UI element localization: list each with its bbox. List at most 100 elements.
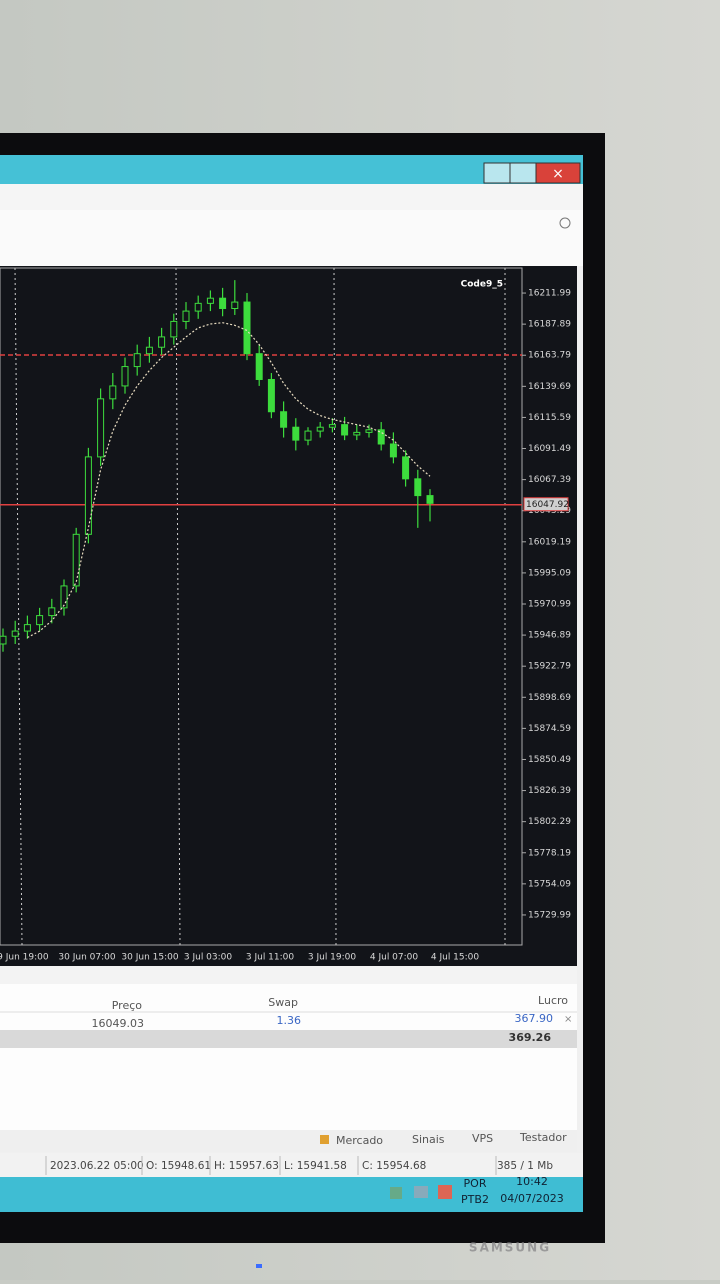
total-profit: 369.26 — [509, 1031, 552, 1044]
y-tick-label: 16163.79 — [528, 351, 571, 361]
maximize-button[interactable] — [509, 162, 537, 184]
y-tick-label: 16019.19 — [528, 537, 571, 547]
clock-date: 04/07/2023 — [500, 1192, 563, 1205]
y-tick-label: 15898.69 — [528, 693, 571, 703]
candle-body — [84, 456, 92, 535]
tab[interactable]: VPS — [472, 1132, 493, 1145]
y-tick-label: 15970.99 — [528, 599, 571, 609]
candle-body — [280, 411, 288, 428]
tab[interactable]: Testador — [519, 1131, 567, 1144]
candle-body — [133, 353, 141, 368]
minimize-button[interactable] — [483, 162, 511, 184]
status-field: O: 15948.61 — [146, 1160, 211, 1172]
candle-body — [426, 495, 434, 504]
candle-body — [341, 424, 349, 436]
profit-cell: 367.90 — [515, 1012, 554, 1025]
y-tick-label: 15922.79 — [528, 662, 571, 672]
y-tick-label: 16115.59 — [528, 413, 571, 423]
current-price: 16047.92 — [526, 500, 569, 510]
candle-body — [0, 635, 7, 645]
candle-body — [36, 615, 44, 626]
candle-body — [231, 301, 239, 310]
candle-body — [365, 429, 373, 433]
tab-bar — [0, 1130, 577, 1152]
candle-body — [255, 353, 263, 380]
total-row — [0, 1030, 577, 1048]
tab[interactable]: Mercado — [336, 1134, 383, 1147]
candle-body — [377, 429, 385, 445]
candle-body — [194, 302, 202, 312]
candle-body — [109, 385, 117, 400]
keyboard-layout: PTB2 — [461, 1193, 489, 1206]
candle-body — [121, 366, 129, 387]
brand: SAMSUNG — [469, 1241, 551, 1255]
candle-body — [267, 378, 275, 413]
candle-body — [219, 297, 227, 310]
y-tick-label: 16187.89 — [528, 320, 571, 330]
close-position[interactable]: × — [564, 1014, 572, 1025]
candle-body — [182, 310, 190, 322]
menu-bar — [0, 184, 583, 210]
y-tick-label: 15995.09 — [528, 568, 571, 578]
status-field: L: 15941.58 — [284, 1160, 347, 1172]
moving-average — [27, 322, 431, 639]
candle-body — [304, 430, 312, 441]
candle-body — [170, 320, 178, 338]
status-field: 385 / 1 Mb — [497, 1160, 553, 1172]
candle-body — [292, 426, 300, 441]
candle-body — [328, 424, 336, 428]
tab[interactable]: Sinais — [412, 1133, 445, 1146]
y-tick-label: 15850.49 — [528, 755, 571, 765]
tab-icon — [320, 1135, 329, 1144]
x-tick-label: 3 Jul 19:00 — [308, 953, 357, 963]
candle-body — [206, 297, 214, 304]
search-icon[interactable] — [559, 217, 571, 229]
candle-body — [316, 426, 324, 432]
x-tick-label: 29 Jun 19:00 — [0, 953, 49, 963]
close-button[interactable] — [535, 162, 581, 184]
x-tick-label: 30 Jun 15:00 — [121, 953, 178, 963]
candle-body — [97, 398, 105, 458]
candle-body — [72, 533, 80, 587]
candle-body — [60, 585, 68, 609]
chart-area — [0, 266, 577, 966]
candle-body — [158, 336, 166, 348]
status-field: C: 15954.68 — [362, 1160, 426, 1172]
clock-time: 10:42 — [516, 1175, 548, 1188]
candle-body — [11, 630, 19, 637]
y-tick-label: 15802.29 — [528, 817, 571, 827]
toolbox-header — [0, 966, 577, 984]
y-tick-label: 15946.89 — [528, 631, 571, 641]
candle-body — [353, 431, 361, 436]
x-tick-label: 3 Jul 11:00 — [246, 953, 295, 963]
tray-icon — [438, 1185, 452, 1199]
tray-icon — [414, 1186, 428, 1198]
candle-body — [23, 624, 31, 632]
candle-body — [48, 607, 56, 617]
candle-body — [414, 478, 422, 497]
y-tick-label: 15826.39 — [528, 786, 571, 796]
price-cell: 16049.03 — [92, 1017, 145, 1030]
y-tick-label: 15874.59 — [528, 724, 571, 734]
candle-body — [389, 443, 397, 458]
power-led — [256, 1264, 262, 1268]
close-icon: × — [552, 166, 564, 182]
taskbar — [0, 1177, 583, 1212]
plot-frame — [0, 267, 523, 946]
y-tick-label: 16091.49 — [528, 444, 571, 454]
swap-cell: 1.36 — [277, 1014, 302, 1027]
candle-body — [243, 301, 251, 355]
y-tick-label: 15729.99 — [528, 910, 571, 920]
y-tick-label: 16211.99 — [528, 289, 571, 299]
status-field: 2023.06.22 05:00 — [50, 1160, 144, 1172]
tray-icon — [390, 1187, 402, 1199]
column-header: Swap — [268, 996, 298, 1009]
x-tick-label: 3 Jul 03:00 — [184, 953, 233, 963]
toolbar — [0, 210, 583, 266]
chart-label: Code9_5 — [461, 280, 503, 290]
y-tick-label: 16067.39 — [528, 475, 571, 485]
candle-body — [145, 346, 153, 355]
candle-body — [402, 456, 410, 480]
language: POR — [464, 1177, 487, 1190]
